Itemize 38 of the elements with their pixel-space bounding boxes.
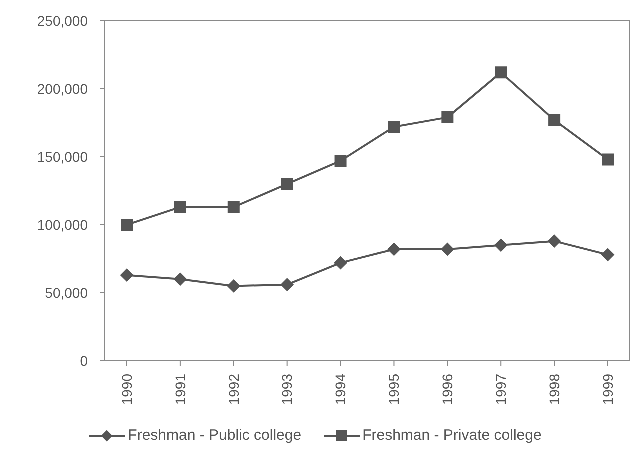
x-tick-label: 1998 (546, 374, 562, 406)
point (495, 66, 508, 79)
point (548, 234, 562, 248)
point (174, 272, 187, 286)
y-tick-label: 200,000 (37, 80, 88, 97)
point (442, 112, 454, 124)
point (602, 154, 614, 166)
x-tick-label: 1993 (279, 374, 296, 406)
point (334, 155, 347, 168)
point (334, 256, 348, 270)
x-tick-label: 1991 (172, 374, 188, 406)
point (174, 201, 186, 214)
x-tick-label: 1996 (440, 374, 456, 406)
x-tick-label: 1990 (118, 374, 135, 406)
x-tick-label: 1994 (332, 374, 349, 406)
point (548, 114, 561, 126)
x-tick-label: 1995 (386, 374, 402, 406)
point (228, 201, 240, 214)
y-tick-label: 100,000 (37, 216, 88, 233)
point (388, 242, 401, 256)
point (441, 242, 454, 256)
y-tick-label: 150,000 (37, 148, 88, 165)
point (281, 178, 294, 190)
y-tick-label: 50,000 (45, 284, 88, 301)
x-tick-label: 1992 (226, 374, 242, 406)
legend-label: Freshman - Private college (362, 427, 542, 444)
point (280, 278, 294, 292)
point (120, 268, 134, 282)
point (494, 238, 508, 252)
legend-label: Freshman - Public college (128, 427, 302, 444)
x-tick-label: 1999 (600, 374, 616, 406)
x-tick-label: 1997 (493, 374, 510, 406)
point (227, 280, 240, 293)
point (121, 219, 133, 231)
point (602, 248, 614, 262)
y-tick-label: 250,000 (37, 12, 88, 29)
point (388, 121, 400, 134)
y-tick-label: 0 (80, 352, 88, 369)
